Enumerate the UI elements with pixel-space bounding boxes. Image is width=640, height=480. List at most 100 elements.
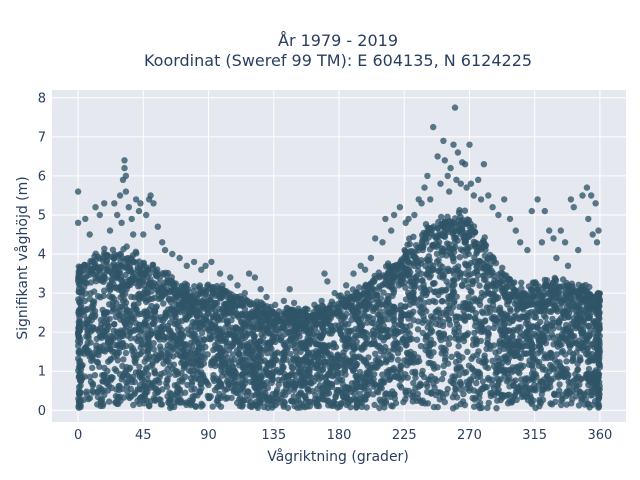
data-point: [76, 350, 84, 357]
data-point: [314, 397, 321, 404]
data-point: [505, 327, 512, 335]
data-point: [503, 357, 510, 364]
data-point: [547, 321, 554, 328]
data-point: [382, 399, 390, 406]
data-point: [91, 298, 98, 305]
data-point: [132, 196, 140, 203]
data-point: [460, 235, 467, 242]
data-point: [515, 324, 522, 331]
data-point: [140, 231, 147, 238]
data-point: [550, 334, 557, 341]
data-point: [98, 321, 105, 328]
data-point: [135, 333, 142, 340]
data-point: [340, 349, 347, 356]
data-point: [528, 341, 535, 348]
data-point: [556, 288, 563, 295]
data-point: [514, 368, 522, 375]
data-point: [191, 385, 198, 393]
data-point: [554, 297, 561, 304]
data-point: [223, 342, 230, 349]
data-point: [410, 233, 417, 240]
data-point: [184, 381, 191, 389]
data-point: [358, 346, 366, 353]
data-point: [318, 332, 326, 340]
data-point: [211, 328, 218, 335]
data-point: [156, 373, 163, 381]
data-point: [553, 351, 560, 358]
data-point: [558, 401, 565, 409]
data-point: [89, 380, 97, 388]
data-point: [264, 384, 271, 391]
data-point: [249, 316, 256, 324]
data-point: [563, 401, 570, 408]
data-point: [214, 339, 221, 347]
data-point: [103, 261, 110, 269]
data-point: [125, 204, 132, 211]
data-point: [587, 392, 594, 399]
data-point: [350, 308, 357, 315]
data-point: [178, 370, 185, 377]
data-point: [325, 352, 333, 359]
data-point: [238, 301, 245, 308]
data-point: [180, 346, 187, 353]
data-point: [191, 367, 198, 374]
data-point: [113, 299, 120, 307]
data-point: [101, 245, 108, 252]
data-point: [549, 375, 557, 382]
data-point: [465, 362, 473, 369]
data-point: [154, 266, 161, 273]
data-point: [248, 348, 255, 355]
data-point: [229, 342, 237, 349]
data-point: [384, 296, 391, 303]
data-point: [269, 376, 276, 384]
data-point: [90, 349, 97, 357]
data-point: [565, 387, 572, 395]
data-point: [194, 376, 202, 383]
data-point: [489, 381, 496, 388]
data-point: [410, 317, 417, 324]
data-point: [210, 371, 217, 379]
data-point: [160, 317, 167, 324]
data-point: [315, 349, 322, 356]
data-point: [343, 394, 350, 402]
data-point: [438, 267, 445, 274]
data-point: [538, 391, 545, 398]
data-point: [225, 378, 232, 386]
data-point: [409, 393, 416, 401]
data-point: [580, 391, 588, 399]
data-point: [509, 397, 516, 404]
data-point: [559, 391, 566, 399]
data-point: [351, 359, 359, 366]
data-point: [334, 309, 342, 316]
data-point: [255, 308, 262, 315]
data-point: [424, 388, 431, 396]
data-point: [111, 365, 119, 373]
data-point: [336, 355, 344, 362]
data-point: [455, 217, 462, 224]
data-point: [229, 351, 237, 358]
data-point: [308, 337, 315, 344]
data-point: [431, 280, 438, 287]
data-point: [474, 374, 481, 381]
data-point: [391, 395, 398, 402]
data-point: [372, 304, 379, 312]
data-point: [381, 311, 388, 319]
data-point: [474, 272, 482, 279]
data-point: [266, 394, 274, 402]
data-point: [541, 303, 549, 311]
data-point: [135, 274, 142, 281]
data-point: [343, 310, 350, 318]
data-point: [154, 389, 161, 396]
data-point: [171, 334, 179, 341]
data-point: [96, 333, 104, 340]
data-point: [399, 322, 406, 329]
data-point: [390, 317, 397, 325]
data-point: [348, 316, 355, 323]
data-point: [390, 312, 397, 320]
data-point: [426, 298, 433, 305]
data-point: [595, 361, 602, 368]
data-point: [227, 299, 234, 306]
data-point: [255, 352, 263, 359]
data-point: [143, 308, 150, 315]
data-point: [381, 316, 388, 324]
